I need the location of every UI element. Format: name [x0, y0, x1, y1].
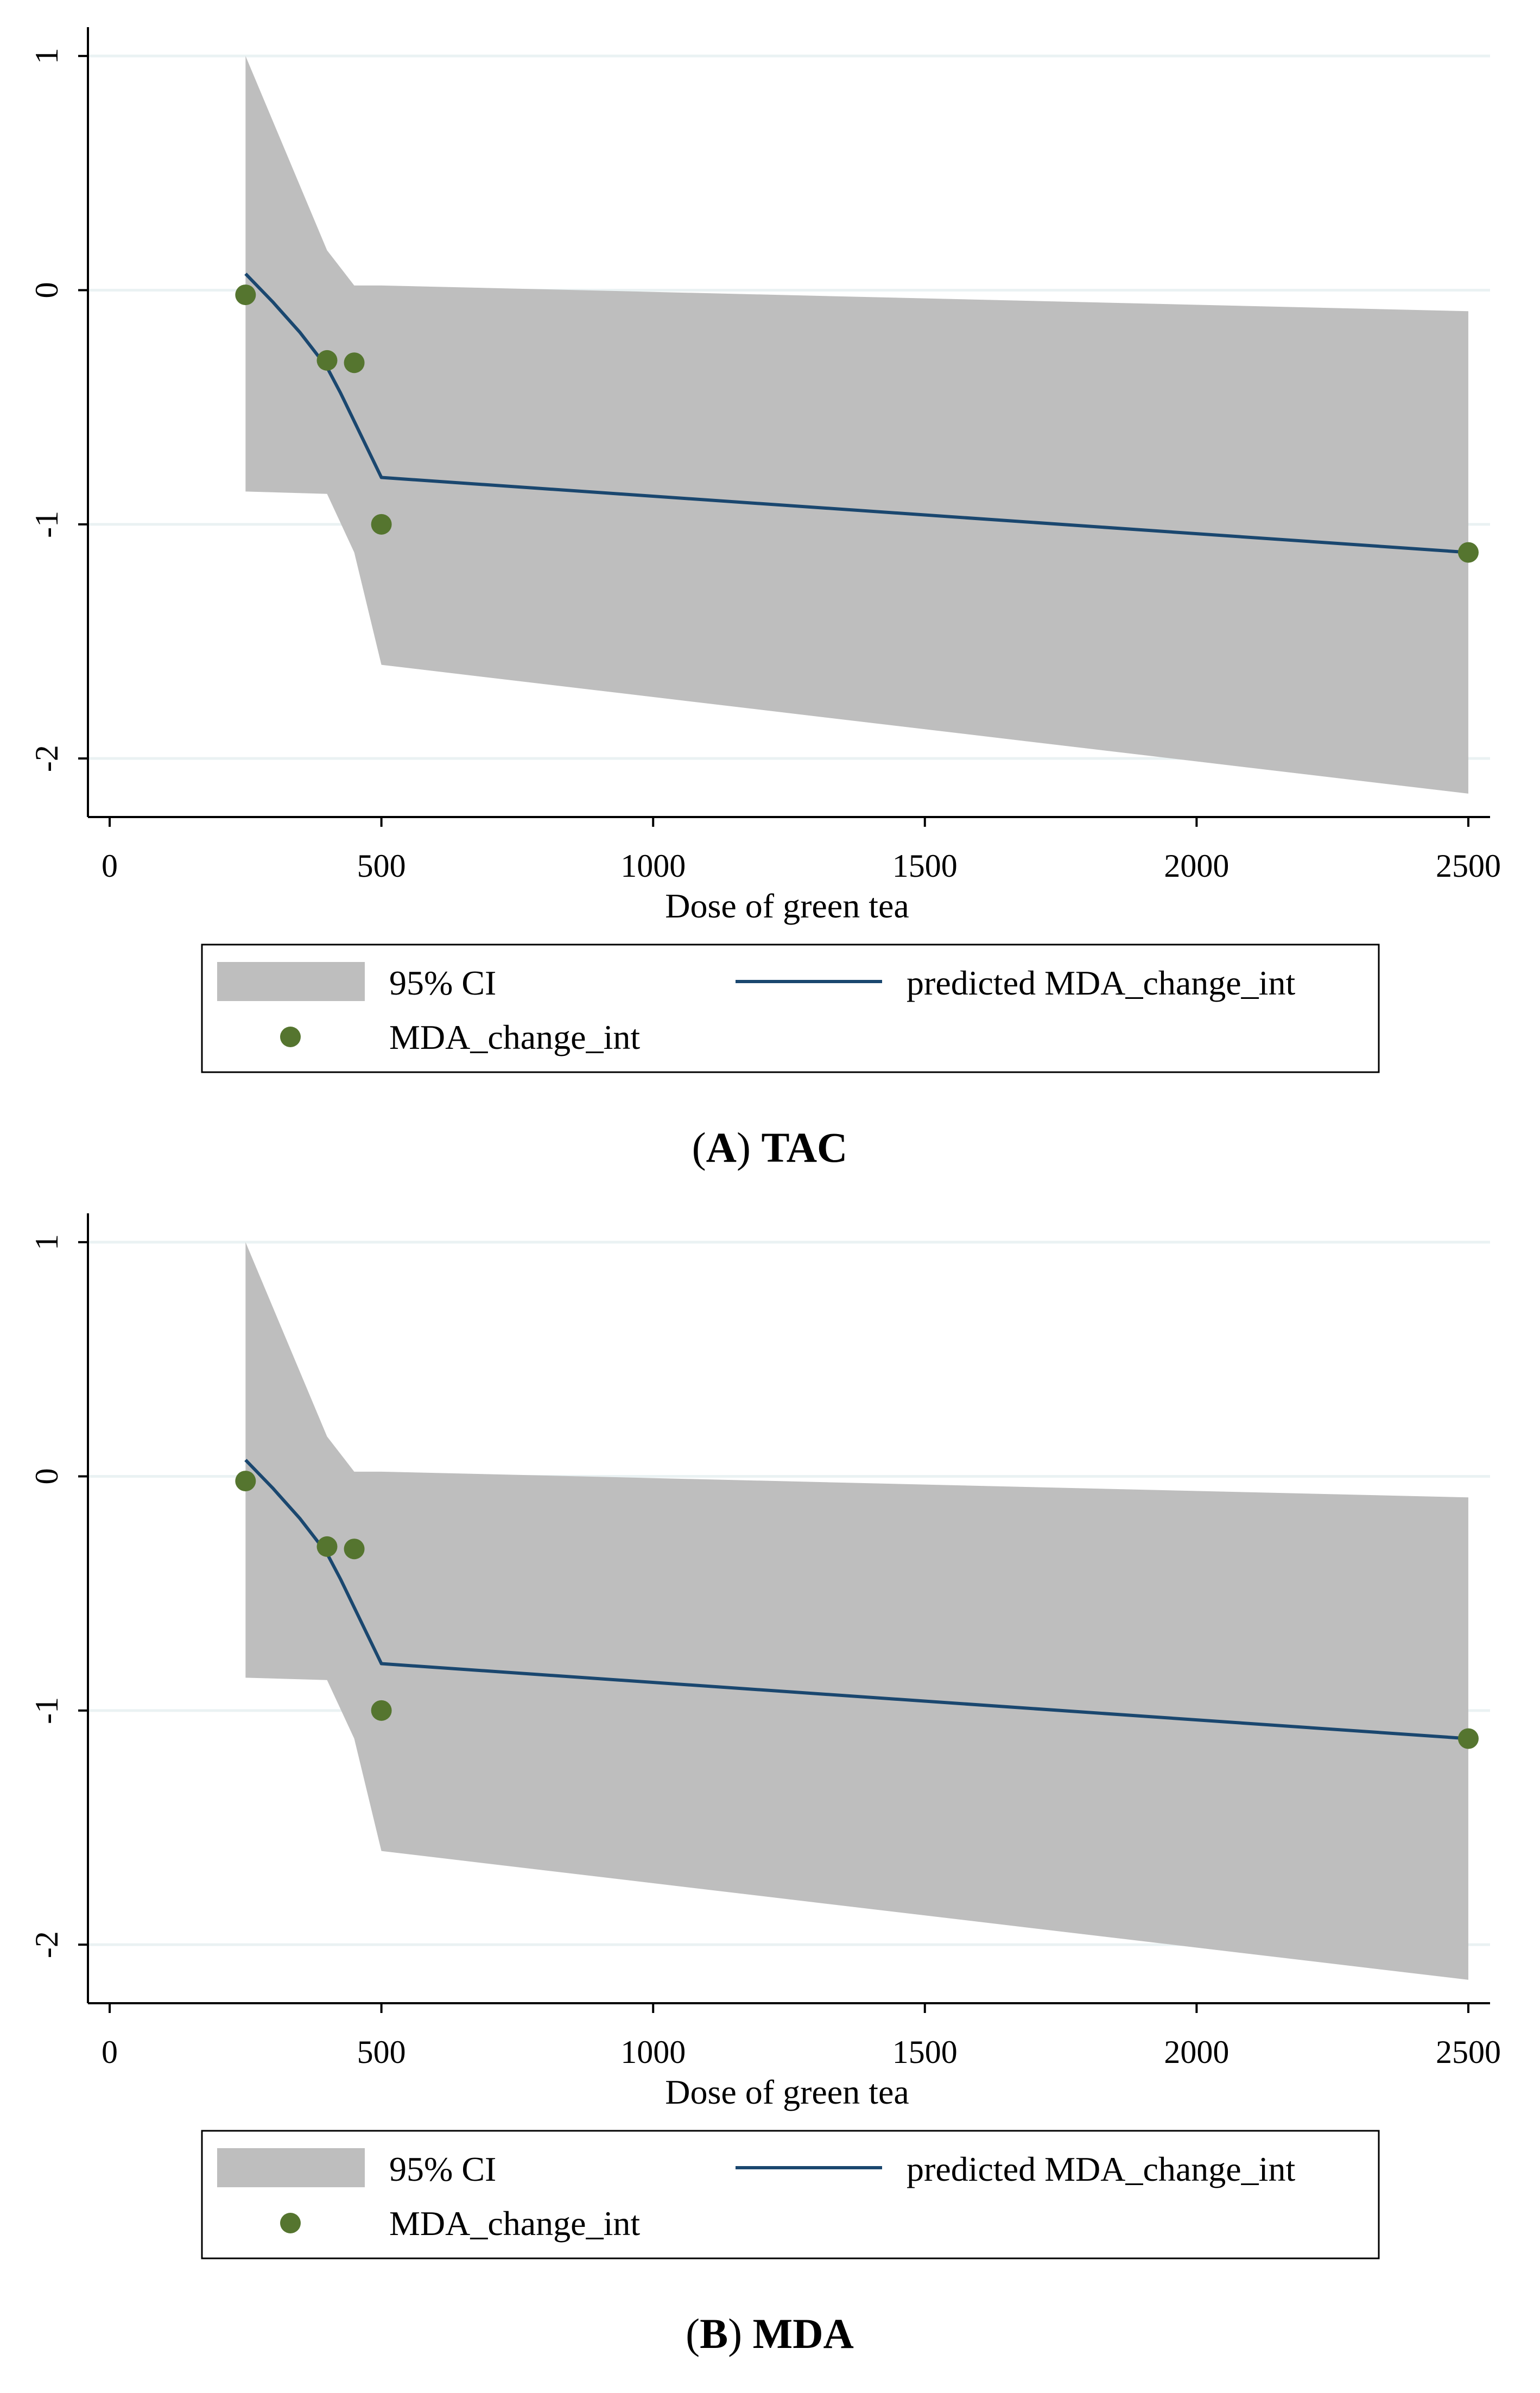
y-tick-label: -2: [29, 745, 65, 772]
legend-box: [201, 944, 1380, 1073]
legend-ci-swatch: [217, 962, 365, 1001]
x-tick-label: 500: [357, 2034, 406, 2070]
data-point: [344, 1539, 365, 1560]
caption-paren-open: (: [686, 2310, 700, 2357]
x-tick-label: 2000: [1164, 848, 1229, 884]
legend-marker-label: MDA_change_int: [389, 2204, 640, 2243]
legend-ci-label: 95% CI: [389, 964, 496, 1002]
data-point: [344, 352, 365, 373]
x-axis-title: Dose of green tea: [665, 2073, 909, 2111]
caption-paren-open: (: [692, 1124, 706, 1171]
y-tick-label: -2: [29, 1931, 65, 1958]
x-axis-title: Dose of green tea: [665, 887, 909, 925]
caption-paren-close: ): [737, 1124, 761, 1171]
x-tick-label: 500: [357, 848, 406, 884]
legend-line-label: predicted MDA_change_int: [907, 2150, 1295, 2188]
legend: 95% CI predicted MDA_change_int MDA_change…: [201, 944, 1380, 1073]
data-point: [316, 1536, 338, 1557]
data-point: [371, 514, 392, 535]
y-tick-label: -1: [29, 1697, 65, 1724]
panel-b-chart: 1 0 -1 -2 0 500 1000 1500 2000 2500 Dose of green …: [29, 1213, 1501, 2357]
y-tick-label: 0: [29, 282, 65, 298]
legend-box: [201, 2130, 1380, 2259]
legend-line-label: predicted MDA_change_int: [907, 964, 1295, 1002]
caption-title: TAC: [761, 1124, 847, 1171]
legend-ci-swatch: [217, 2148, 365, 2187]
x-tick-label: 0: [102, 2034, 118, 2070]
data-point: [371, 1700, 392, 1721]
y-tick-label: 0: [29, 1468, 65, 1484]
x-tick-label: 1500: [892, 848, 958, 884]
panel-a-chart: 1 0 -1 -2 0 500 1000 1500 2000 2500 Dose of green …: [29, 27, 1501, 1171]
legend: 95% CI predicted MDA_change_int MDA_change…: [201, 2130, 1380, 2259]
data-point: [1457, 1728, 1479, 1749]
data-point: [235, 1471, 256, 1492]
legend-marker-swatch: [280, 1027, 301, 1047]
legend-marker-label: MDA_change_int: [389, 1018, 640, 1056]
caption-letter: B: [700, 2310, 728, 2357]
x-tick-label: 1500: [892, 2034, 958, 2070]
predicted-line: [244, 273, 1469, 554]
legend-marker-swatch: [280, 2213, 301, 2233]
x-tick-label: 1000: [620, 2034, 686, 2070]
x-tick-label: 2500: [1436, 848, 1501, 884]
data-point: [316, 350, 338, 371]
caption-letter: A: [706, 1124, 737, 1171]
x-tick-label: 1000: [620, 848, 686, 884]
y-tick-label: -1: [29, 511, 65, 538]
panel-caption: (B) MDA: [686, 2310, 854, 2357]
data-point: [1457, 542, 1479, 563]
y-tick-label: 1: [29, 48, 65, 64]
x-tick-label: 2500: [1436, 2034, 1501, 2070]
ci-band: [245, 1242, 1468, 1980]
data-point: [235, 284, 256, 306]
ci-band: [245, 56, 1468, 794]
predicted-line: [244, 1459, 1469, 1740]
panel-caption: (A) TAC: [692, 1124, 848, 1171]
x-tick-label: 0: [102, 848, 118, 884]
caption-title: MDA: [753, 2310, 854, 2357]
caption-paren-close: ): [728, 2310, 752, 2357]
y-tick-label: 1: [29, 1234, 65, 1250]
x-tick-label: 2000: [1164, 2034, 1229, 2070]
legend-ci-label: 95% CI: [389, 2150, 496, 2188]
